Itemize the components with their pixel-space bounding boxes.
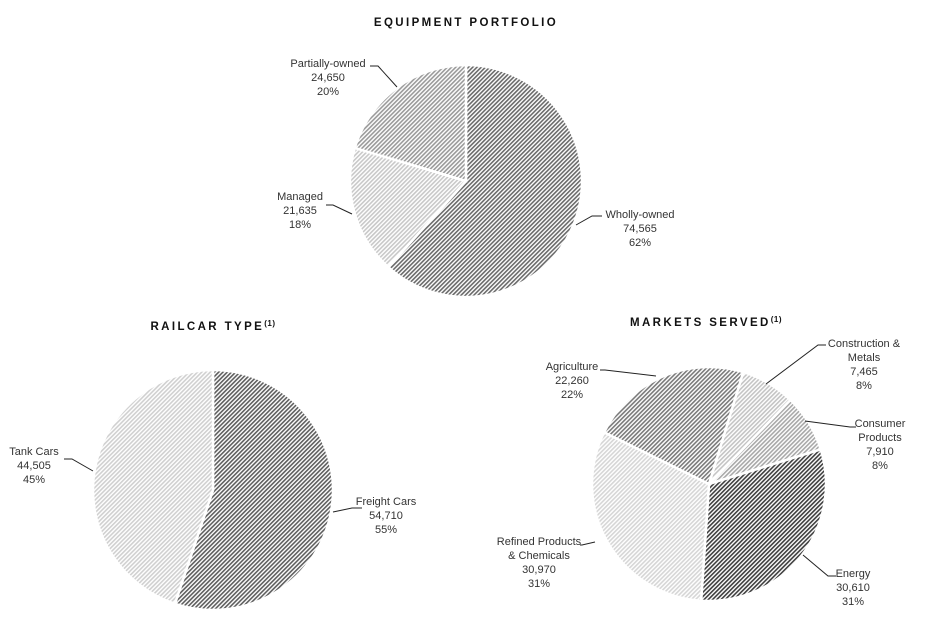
pie-slice-freight-cars [173, 368, 335, 612]
data-label: Partially-owned 24,650 20% [290, 58, 365, 98]
leader-line [600, 369, 657, 377]
leader-line [370, 65, 398, 88]
pie-slice-partially-owned [353, 63, 468, 183]
leader-line [326, 204, 353, 215]
pie-slice-agriculture [602, 365, 745, 486]
chart-title: RAILCAR TYPE(1) [150, 319, 275, 333]
data-label: Energy 30,610 31% [836, 568, 871, 608]
chart-title: MARKETS SERVED(1) [630, 315, 782, 329]
data-label: Consumer Products 7,910 8% [855, 418, 906, 472]
leader-line [804, 420, 856, 428]
data-label: Managed 21,635 18% [277, 191, 323, 231]
pie-chart-2: RAILCAR TYPE(1) Freight Cars 54,710 55% Tank… [9, 319, 417, 612]
chart-title: EQUIPMENT PORTFOLIO [374, 17, 558, 29]
leader-line [580, 541, 596, 546]
leader-line [575, 215, 602, 226]
leader-line [765, 344, 826, 385]
data-label: Construction & Metals 7,465 8% [828, 338, 901, 392]
pie-slice-tank-cars [91, 368, 215, 606]
pie-slice-energy [699, 447, 828, 603]
pie-chart-1: EQUIPMENT PORTFOLIO Wholly-owned 74,565 62%… [277, 17, 675, 299]
data-label: Freight Cars 54,710 55% [356, 496, 417, 536]
data-label: Refined Products & Chemicals 30,970 31% [497, 536, 582, 590]
leader-line [332, 507, 362, 513]
leader-line [802, 554, 836, 577]
leader-line [64, 458, 94, 472]
data-label: Tank Cars 44,505 45% [9, 446, 59, 486]
data-label: Agriculture 22,260 22% [546, 361, 599, 401]
pie-slice-wholly-owned [386, 63, 584, 299]
pie-slice-refined-products-chemicals [590, 430, 711, 603]
data-label: Wholly-owned 74,565 62% [605, 209, 674, 249]
pie-slice-managed [348, 146, 469, 269]
pie-chart-3: MARKETS SERVED(1) Construction & Metals 7,4… [497, 315, 906, 608]
